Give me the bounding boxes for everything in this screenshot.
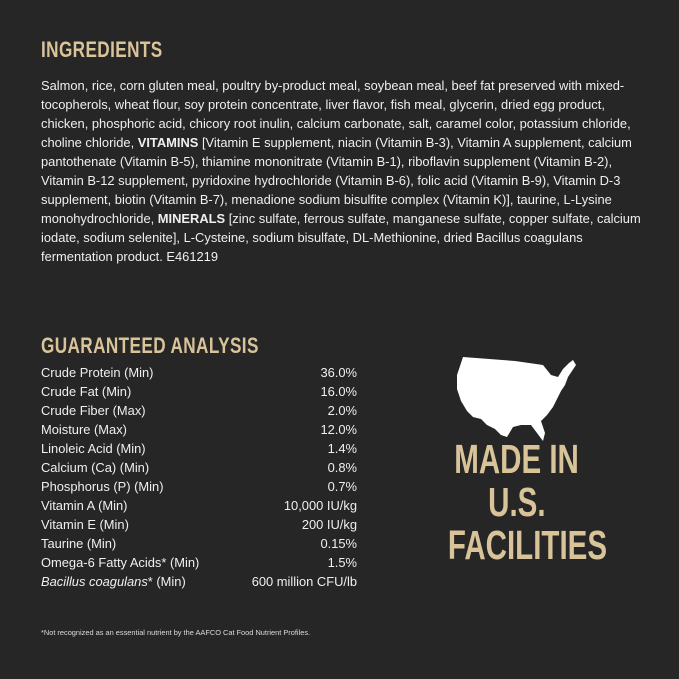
footnote: *Not recognized as an essential nutrient… — [41, 628, 311, 637]
nutrient-value: 12.0% — [320, 422, 357, 437]
ingredients-heading: INGREDIENTS — [41, 37, 163, 62]
ingredients-part: [zinc sulfate, ferrous sulfate, manganes… — [41, 211, 641, 264]
made-in-us-badge: MADE IN U.S. FACILITIES — [417, 438, 617, 567]
nutrient-label: Moisture (Max) — [41, 422, 127, 437]
analysis-row: Crude Fiber (Max) 2.0% — [41, 401, 357, 420]
nutrient-value: 10,000 IU/kg — [283, 498, 357, 513]
nutrient-value: 2.0% — [327, 403, 357, 418]
guaranteed-analysis-heading: GUARANTEED ANALYSIS — [41, 333, 259, 358]
analysis-row: Bacillus coagulans* (Min) 600 million CFU… — [41, 572, 357, 591]
ingredients-part: [Vitamin E supplement, niacin (Vitamin B… — [41, 135, 632, 226]
nutrient-label: Crude Protein (Min) — [41, 365, 154, 380]
usa-map-icon — [457, 357, 576, 441]
nutrient-label-italic: Bacillus coagulans — [41, 574, 148, 589]
nutrient-label: Phosphorus (P) (Min) — [41, 479, 164, 494]
nutrient-label-rest: * (Min) — [147, 574, 186, 589]
nutrient-label: Taurine (Min) — [41, 536, 117, 551]
analysis-row: Vitamin A (Min) 10,000 IU/kg — [41, 496, 357, 515]
badge-line: FACILITIES — [447, 522, 608, 568]
analysis-row: Taurine (Min) 0.15% — [41, 534, 357, 553]
nutrient-label: Linoleic Acid (Min) — [41, 441, 146, 456]
analysis-row: Calcium (Ca) (Min) 0.8% — [41, 458, 357, 477]
nutrient-value: 600 million CFU/lb — [251, 574, 357, 589]
analysis-table: Crude Protein (Min) 36.0% Crude Fat (Min) 1… — [41, 363, 357, 591]
analysis-row: Crude Fat (Min) 16.0% — [41, 382, 357, 401]
nutrient-value: 16.0% — [320, 384, 357, 399]
nutrient-value: 200 IU/kg — [301, 517, 357, 532]
analysis-row: Crude Protein (Min) 36.0% — [41, 363, 357, 382]
nutrient-label: Vitamin E (Min) — [41, 517, 129, 532]
analysis-row: Phosphorus (P) (Min) 0.7% — [41, 477, 357, 496]
ingredients-text: Salmon, rice, corn gluten meal, poultry … — [41, 76, 651, 266]
nutrient-label: Omega-6 Fatty Acids* (Min) — [41, 555, 200, 570]
analysis-row: Omega-6 Fatty Acids* (Min) 1.5% — [41, 553, 357, 572]
nutrient-label: Bacillus coagulans* (Min) — [41, 572, 186, 591]
minerals-label: MINERALS — [157, 211, 226, 226]
nutrient-value: 36.0% — [320, 365, 357, 380]
analysis-row: Linoleic Acid (Min) 1.4% — [41, 439, 357, 458]
badge-line: U.S. — [488, 479, 546, 525]
nutrient-value: 0.7% — [327, 479, 357, 494]
nutrient-value: 0.8% — [327, 460, 357, 475]
analysis-row: Moisture (Max) 12.0% — [41, 420, 357, 439]
nutrient-label: Vitamin A (Min) — [41, 498, 128, 513]
analysis-row: Vitamin E (Min) 200 IU/kg — [41, 515, 357, 534]
nutrient-label: Calcium (Ca) (Min) — [41, 460, 150, 475]
ingredients-part: Salmon, rice, corn gluten meal, poultry … — [41, 78, 631, 150]
badge-line: MADE IN — [454, 436, 580, 482]
nutrient-value: 0.15% — [320, 536, 357, 551]
nutrient-value: 1.5% — [327, 555, 357, 570]
nutrient-label: Crude Fat (Min) — [41, 384, 132, 399]
nutrient-value: 1.4% — [327, 441, 357, 456]
nutrient-label: Crude Fiber (Max) — [41, 403, 146, 418]
vitamins-label: VITAMINS — [137, 135, 199, 150]
